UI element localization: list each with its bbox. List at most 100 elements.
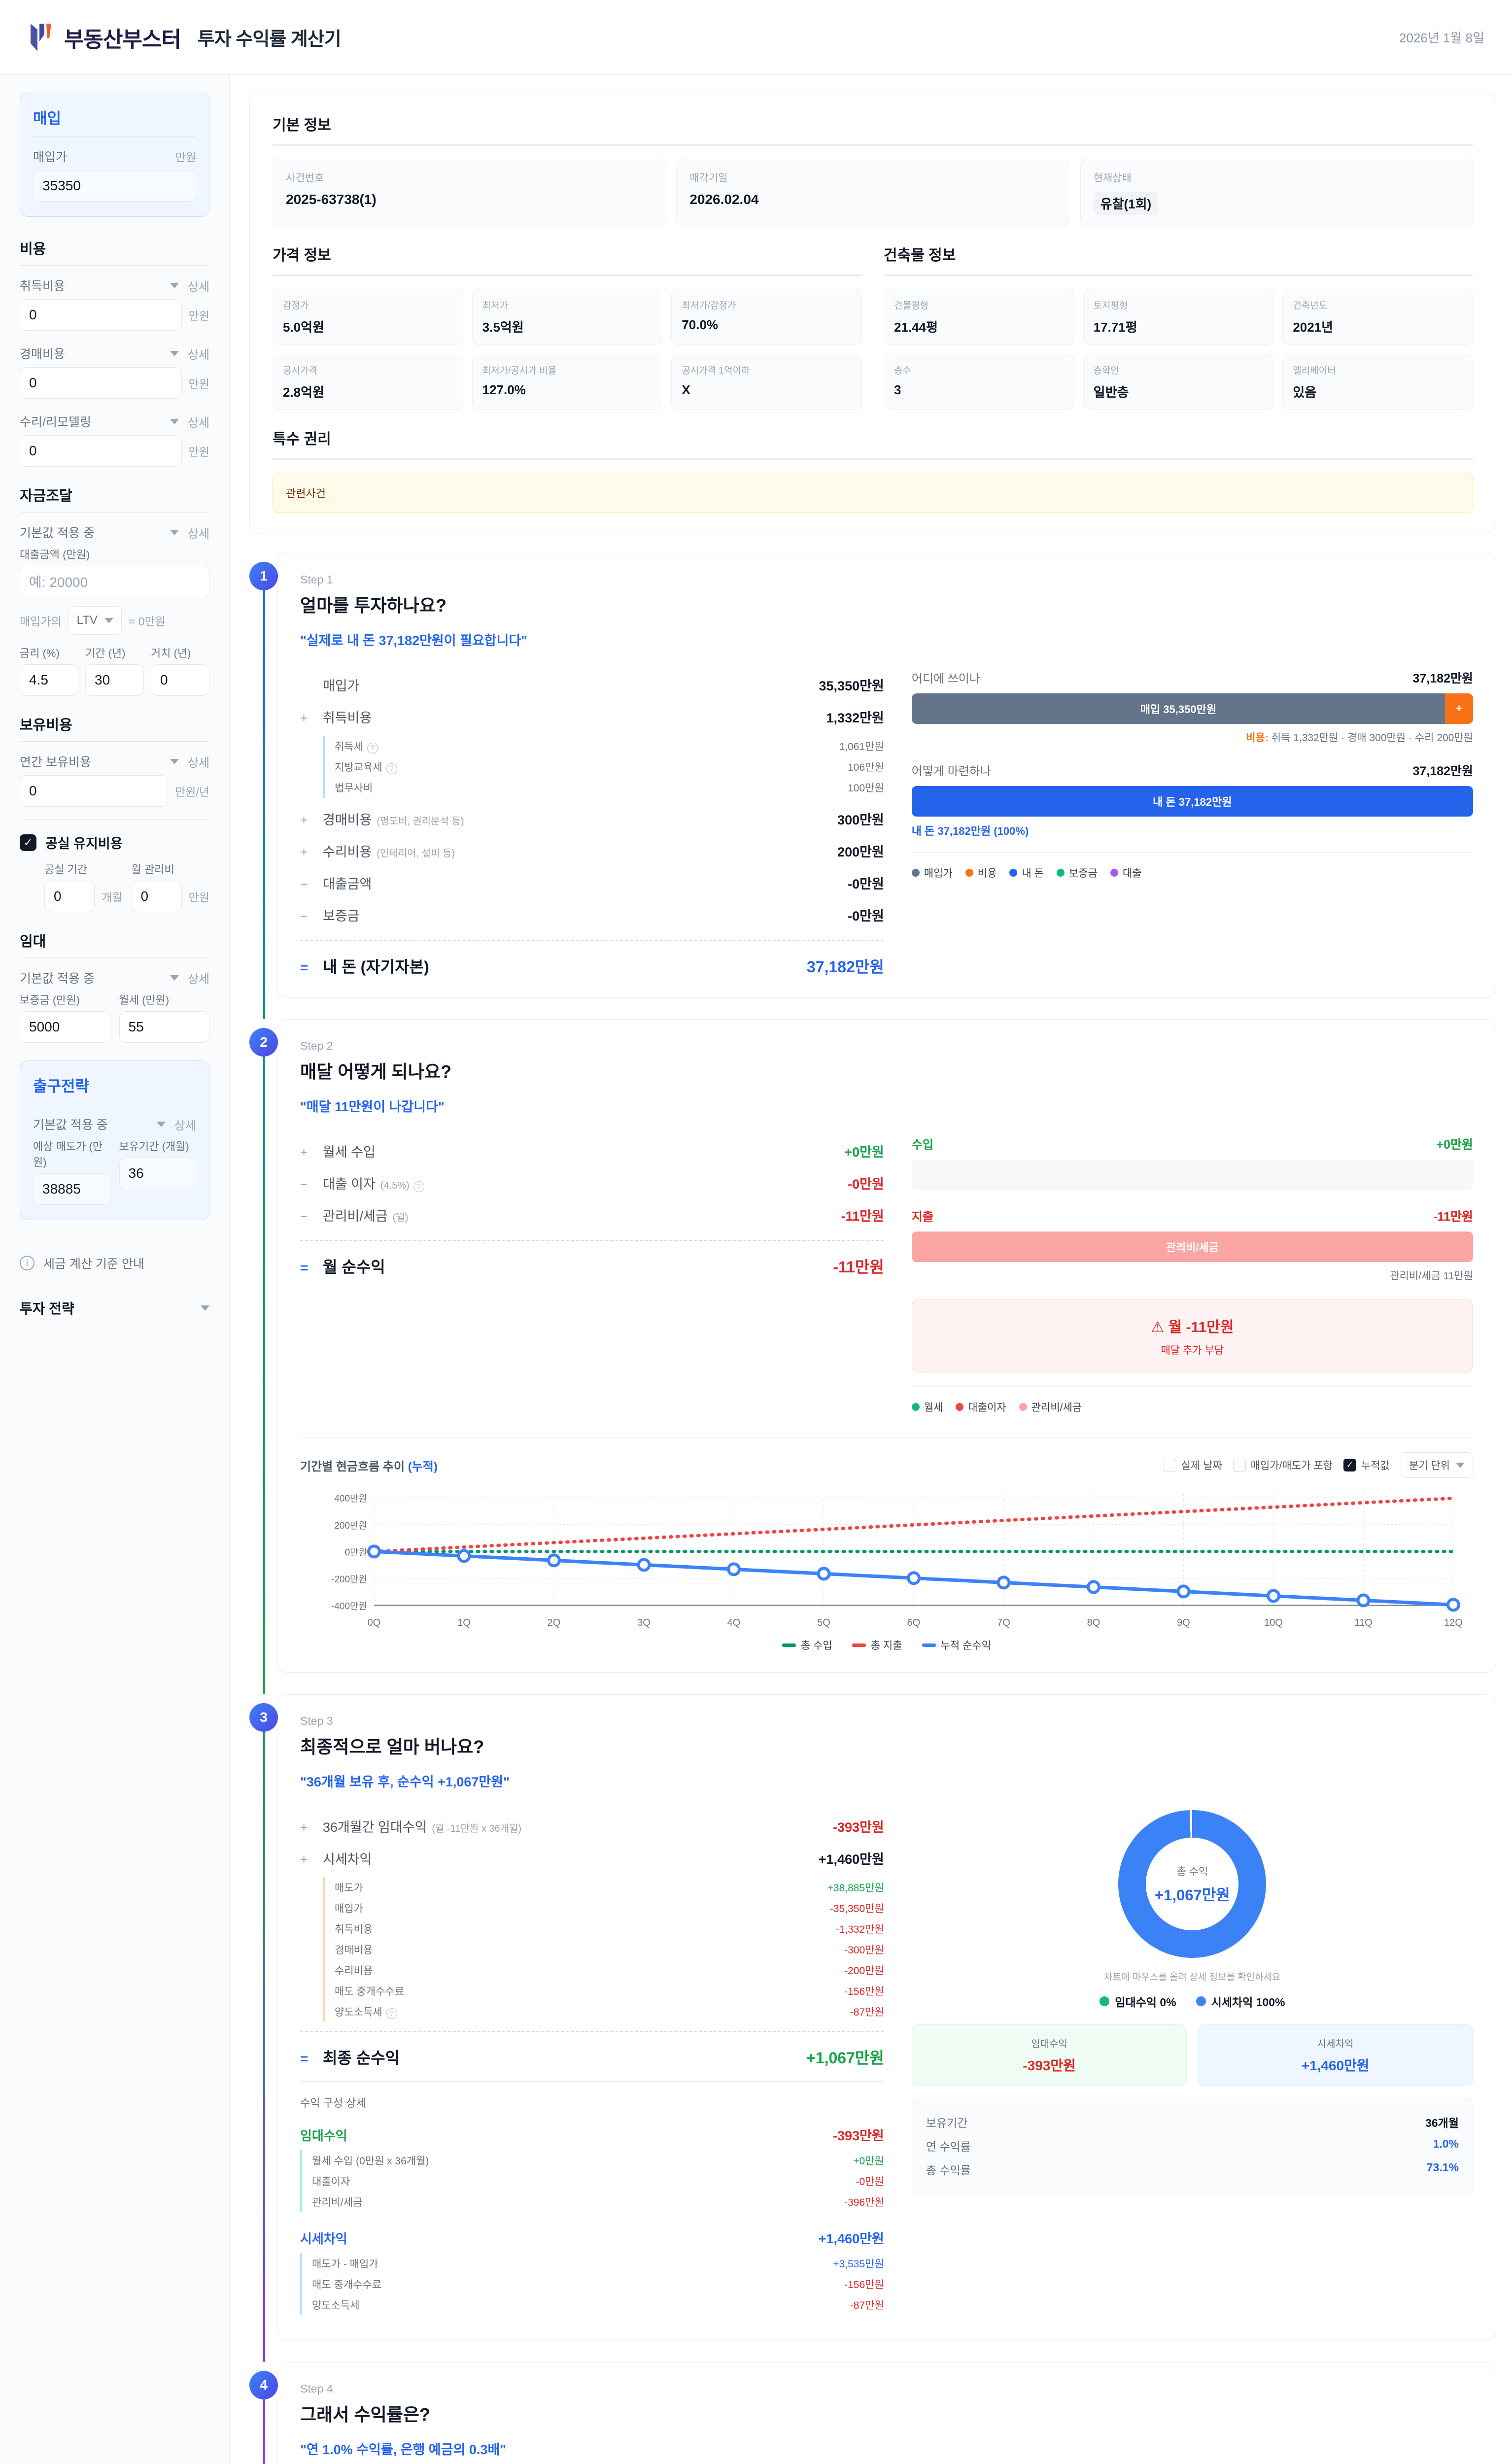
special-rights-title: 특수 권리	[273, 431, 331, 447]
building-info-title: 건축물 정보	[884, 247, 956, 264]
step-3-badge: 3	[249, 1703, 278, 1732]
investment-strategy-toggle[interactable]: 투자 전략	[20, 1298, 209, 1318]
exit-detail-toggle[interactable]: 상세	[156, 1116, 196, 1133]
sub-name: 매도 중개수수료	[335, 1986, 405, 1997]
holding-period-input[interactable]: 36	[119, 1158, 196, 1189]
holding-detail-toggle[interactable]: 상세	[170, 753, 209, 770]
step-2-title: 매달 어떻게 되나요?	[300, 1061, 451, 1082]
rent-detail-toggle[interactable]: 상세	[170, 969, 209, 987]
expected-sell-price-input[interactable]: 38885	[33, 1173, 110, 1205]
line-name: 대출 이자	[323, 1177, 376, 1192]
legend-dot	[1056, 869, 1065, 877]
summary-table: 보유기간 36개월 연 수익률 1.0% 총 수익률 73.1%	[911, 2098, 1473, 2193]
total-value: +1,067만원	[806, 2049, 884, 2067]
auction-cost-detail-toggle[interactable]: 상세	[170, 345, 209, 362]
operator: +	[300, 1852, 308, 1867]
svg-text:8Q: 8Q	[1087, 1617, 1100, 1628]
step-2: 2 Step 2 매달 어떻게 되나요? "매달 11만원이 나갑니다" + 월…	[249, 1019, 1496, 1694]
help-icon[interactable]: ?	[367, 742, 378, 753]
annual-holding-cost-input[interactable]: 0	[20, 775, 169, 807]
sub-name: 법무사비	[335, 783, 373, 794]
monthly-rent-input[interactable]: 55	[119, 1011, 209, 1043]
checkbox[interactable]	[1163, 1459, 1176, 1472]
divider	[20, 265, 209, 266]
total-name: 내 돈 (자기자본)	[323, 958, 429, 976]
real-date-checkbox-row[interactable]: 실제 날짜	[1163, 1458, 1222, 1472]
summary-key: 보유기간	[926, 2117, 968, 2129]
expected-sell-price-label: 예상 매도가 (만원)	[33, 1140, 103, 1168]
step-3-card: Step 3 최종적으로 얼마 버나요? "36개월 보유 후, 순수익 +1,…	[277, 1694, 1496, 2340]
loan-amount-input[interactable]: 예: 20000	[20, 566, 209, 597]
sub-name: 양도소득세	[312, 2300, 360, 2311]
sub-name: 수리비용	[335, 1965, 373, 1977]
unit-select[interactable]: 분기 단위	[1400, 1452, 1473, 1478]
exit-strategy-section: 출구전략 기본값 적용 중 상세 예상 매도가 (만원) 38885 보유기간 …	[20, 1061, 209, 1220]
legend-label: 관리비/세금	[1031, 1402, 1082, 1413]
kpi-label: 시세차익	[1317, 2039, 1354, 2050]
brand[interactable]: 부동산부스터 투자 수익률 계산기	[28, 22, 342, 53]
chevron-down-icon	[170, 418, 179, 424]
legend-dot	[1196, 1996, 1206, 2006]
include-price-checkbox-row[interactable]: 매입가/매도가 포함	[1233, 1458, 1333, 1472]
svg-text:6Q: 6Q	[907, 1617, 921, 1628]
operator: =	[300, 2051, 309, 2066]
info-key: 사건번호	[286, 172, 324, 184]
info-item: 층수 3	[884, 354, 1074, 410]
grace-period-input[interactable]: 0	[151, 664, 209, 696]
repair-cost-input[interactable]: 0	[20, 435, 182, 467]
acquisition-cost-detail-toggle[interactable]: 상세	[170, 277, 209, 294]
info-key: 최저가/공시가 비율	[482, 366, 557, 376]
checkbox-checked[interactable]: ✓	[1343, 1459, 1356, 1472]
capital-gain-group: 시세차익 +1,460만원 매도가 - 매입가 +3,535만원 매도 중개수수료…	[300, 2225, 884, 2315]
monthly-fee-input[interactable]: 0	[131, 881, 182, 912]
cumulative-checkbox-row[interactable]: ✓ 누적값	[1343, 1458, 1390, 1472]
legend-item: 임대수익 0%	[1100, 1993, 1176, 2010]
operator: +	[300, 1820, 308, 1835]
info-item: 최저가 3.5억원	[472, 289, 663, 345]
operator: −	[300, 1209, 308, 1224]
ltv-prefix: 매입가의	[20, 615, 62, 628]
auction-cost-unit: 만원	[188, 377, 209, 390]
help-icon[interactable]: ?	[386, 763, 397, 774]
divider	[300, 1240, 884, 1241]
step-1-card: Step 1 얼마를 투자하나요? "실제로 내 돈 37,182만원이 필요합…	[277, 553, 1496, 997]
info-key: 층확인	[1093, 366, 1120, 376]
acquisition-cost-input[interactable]: 0	[20, 299, 182, 331]
deposit-input[interactable]: 5000	[20, 1011, 110, 1043]
source-total: 37,182만원	[1412, 764, 1473, 778]
vacancy-period-input[interactable]: 0	[44, 881, 95, 912]
profit-donut-chart[interactable]: 총 수익 +1,067만원	[1118, 1810, 1267, 1958]
kpi-label: 임대수익	[1031, 2039, 1067, 2050]
repair-cost-detail-toggle[interactable]: 상세	[170, 413, 209, 430]
help-icon[interactable]: ?	[386, 2008, 397, 2019]
info-key: 매각기일	[689, 172, 728, 184]
tax-guide-link[interactable]: i 세금 계산 기준 안내	[20, 1254, 209, 1272]
detail-label: 상세	[187, 280, 209, 294]
info-value: 2021년	[1293, 320, 1334, 335]
chevron-down-icon	[201, 1305, 209, 1311]
group-value: +1,460만원	[818, 2231, 884, 2246]
line-item: − 관리비/세금 (월) -11만원	[300, 1199, 884, 1231]
purchase-price-input[interactable]: 35350	[33, 170, 196, 202]
line-value: -0만원	[848, 909, 884, 924]
ltv-select[interactable]: LTV	[68, 606, 122, 635]
vacancy-checkbox[interactable]: ✓	[20, 834, 36, 851]
auction-cost-input[interactable]: 0	[20, 367, 182, 399]
expense-note: 관리비/세금 11만원	[1390, 1270, 1473, 1282]
rent-profit-group: 임대수익 -393만원 월세 수입 (0만원 x 36개월) +0만원 대출이자 -…	[300, 2122, 884, 2212]
legend-dot	[1019, 1403, 1027, 1411]
help-icon[interactable]: ?	[413, 1181, 424, 1192]
interest-rate-input[interactable]: 4.5	[20, 664, 78, 696]
sub-value: -156만원	[844, 2279, 884, 2291]
ltv-select-value: LTV	[76, 614, 98, 627]
info-item: 사건번호 2025-63738(1)	[273, 159, 666, 226]
sub-name: 매도가 - 매입가	[312, 2259, 378, 2270]
funding-detail-toggle[interactable]: 상세	[170, 524, 209, 541]
sub-value: 100만원	[848, 783, 884, 794]
checkbox[interactable]	[1233, 1459, 1246, 1472]
sub-line: 지방교육세 ? 106만원	[335, 756, 884, 777]
svg-text:11Q: 11Q	[1354, 1617, 1372, 1628]
basic-info-grid: 사건번호 2025-63738(1) 매각기일 2026.02.04 현재상태 …	[273, 159, 1473, 226]
loan-term-input[interactable]: 30	[85, 664, 144, 696]
chevron-down-icon	[170, 529, 179, 535]
